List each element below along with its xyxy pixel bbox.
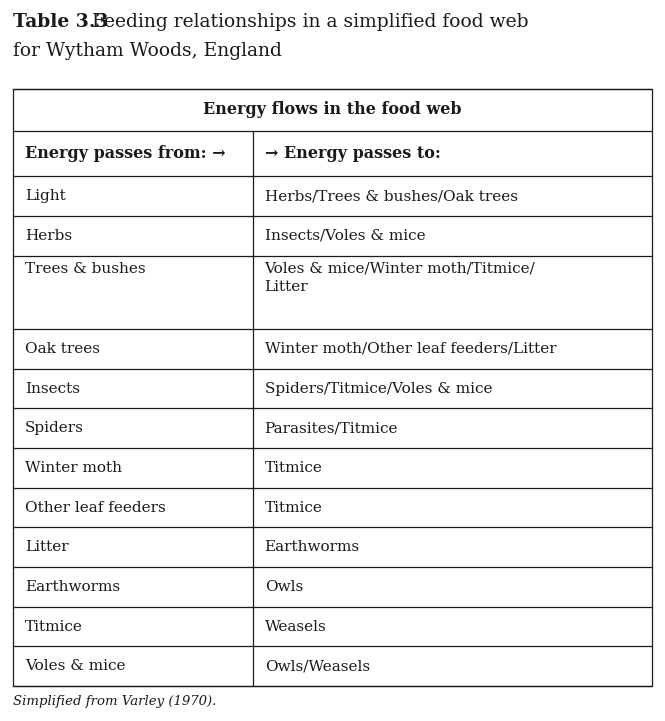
Bar — [13, 89, 652, 686]
Text: Earthworms: Earthworms — [265, 540, 360, 554]
Text: Titmice: Titmice — [25, 619, 83, 634]
Text: Winter moth: Winter moth — [25, 461, 122, 475]
Text: Insects/Voles & mice: Insects/Voles & mice — [265, 229, 425, 243]
Text: Other leaf feeders: Other leaf feeders — [25, 500, 166, 515]
Text: Oak trees: Oak trees — [25, 342, 100, 356]
Text: Trees & bushes: Trees & bushes — [25, 262, 146, 275]
Text: Energy flows in the food web: Energy flows in the food web — [203, 102, 462, 118]
Text: Owls: Owls — [265, 580, 303, 594]
Text: Light: Light — [25, 189, 66, 203]
Text: Litter: Litter — [25, 540, 68, 554]
Text: Parasites/Titmice: Parasites/Titmice — [265, 421, 398, 435]
Text: for Wytham Woods, England: for Wytham Woods, England — [13, 42, 282, 60]
Text: Voles & mice: Voles & mice — [25, 659, 126, 673]
Text: Owls/Weasels: Owls/Weasels — [265, 659, 370, 673]
Text: → Energy passes to:: → Energy passes to: — [265, 145, 440, 162]
Text: Herbs/Trees & bushes/Oak trees: Herbs/Trees & bushes/Oak trees — [265, 189, 517, 203]
Text: Spiders/Titmice/Voles & mice: Spiders/Titmice/Voles & mice — [265, 381, 492, 396]
Text: Table 3.3: Table 3.3 — [13, 13, 108, 31]
Text: Winter moth/Other leaf feeders/Litter: Winter moth/Other leaf feeders/Litter — [265, 342, 556, 356]
Text: Feeding relationships in a simplified food web: Feeding relationships in a simplified fo… — [86, 13, 529, 31]
Text: Weasels: Weasels — [265, 619, 327, 634]
Text: Voles & mice/Winter moth/Titmice/
Litter: Voles & mice/Winter moth/Titmice/ Litter — [265, 262, 535, 293]
Text: Herbs: Herbs — [25, 229, 72, 243]
Text: Simplified from Varley (1970).: Simplified from Varley (1970). — [13, 696, 216, 709]
Text: Spiders: Spiders — [25, 421, 84, 435]
Text: Energy passes from: →: Energy passes from: → — [25, 145, 225, 162]
Text: Titmice: Titmice — [265, 461, 323, 475]
Text: Earthworms: Earthworms — [25, 580, 120, 594]
Text: Insects: Insects — [25, 381, 80, 396]
Text: Titmice: Titmice — [265, 500, 323, 515]
